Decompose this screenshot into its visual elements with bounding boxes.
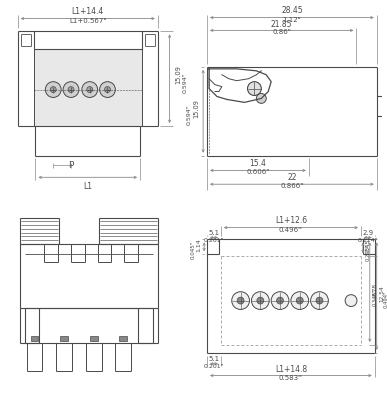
Text: 0.606": 0.606" <box>246 169 270 175</box>
Circle shape <box>237 297 244 304</box>
Bar <box>119 336 127 341</box>
Circle shape <box>63 82 79 98</box>
Text: L1+0.567": L1+0.567" <box>69 18 106 24</box>
Text: 15.09: 15.09 <box>193 99 199 118</box>
Text: 8.78: 8.78 <box>372 283 377 296</box>
Circle shape <box>345 295 357 306</box>
Text: 22: 22 <box>287 173 296 182</box>
Text: L1+14.8: L1+14.8 <box>275 365 307 374</box>
Text: 15.4: 15.4 <box>250 159 266 168</box>
Text: 0.583'': 0.583'' <box>279 376 303 382</box>
Circle shape <box>252 292 269 310</box>
Text: 0.201": 0.201" <box>204 238 224 243</box>
Text: 0.201": 0.201" <box>204 364 224 369</box>
Circle shape <box>291 292 309 310</box>
Circle shape <box>82 82 98 98</box>
Circle shape <box>296 297 303 304</box>
Circle shape <box>316 297 323 304</box>
Text: 0.594": 0.594" <box>187 104 192 124</box>
Text: 0.594": 0.594" <box>183 72 188 93</box>
Text: 0.045": 0.045" <box>191 241 196 259</box>
Text: 21.85: 21.85 <box>271 20 293 29</box>
Text: 0.496'': 0.496'' <box>279 226 303 232</box>
Text: 12.54: 12.54 <box>379 285 384 302</box>
Circle shape <box>277 297 284 304</box>
Text: 0.494": 0.494" <box>384 290 387 308</box>
Circle shape <box>45 82 61 98</box>
Bar <box>60 336 68 341</box>
Text: 7.45: 7.45 <box>365 239 370 252</box>
Text: 2.9: 2.9 <box>362 230 373 236</box>
Text: 0.866": 0.866" <box>280 183 303 189</box>
Text: L1: L1 <box>83 182 92 191</box>
Circle shape <box>232 292 250 310</box>
Text: 0.114": 0.114" <box>358 238 378 243</box>
Text: 0.346": 0.346" <box>372 288 377 306</box>
Circle shape <box>248 82 261 96</box>
Circle shape <box>271 292 289 310</box>
Circle shape <box>311 292 328 310</box>
Text: 0.293": 0.293" <box>365 244 370 262</box>
Text: 0.86": 0.86" <box>272 29 291 35</box>
Circle shape <box>104 86 110 92</box>
Circle shape <box>87 86 93 92</box>
Text: 28.45: 28.45 <box>281 6 303 15</box>
Text: 5.1: 5.1 <box>209 230 219 236</box>
Circle shape <box>256 94 266 103</box>
Text: 5.1: 5.1 <box>209 356 219 362</box>
Circle shape <box>68 86 74 92</box>
Circle shape <box>50 86 56 92</box>
Text: 15.09: 15.09 <box>175 65 182 84</box>
Bar <box>31 336 38 341</box>
Text: 1.14: 1.14 <box>197 238 202 252</box>
Text: L1+14.4: L1+14.4 <box>72 7 104 16</box>
Circle shape <box>99 82 115 98</box>
Text: L1+12.6: L1+12.6 <box>275 216 307 225</box>
Text: 1.12": 1.12" <box>283 16 301 22</box>
Bar <box>34 49 142 126</box>
Text: P: P <box>68 161 74 170</box>
Circle shape <box>257 297 264 304</box>
Bar <box>90 336 98 341</box>
